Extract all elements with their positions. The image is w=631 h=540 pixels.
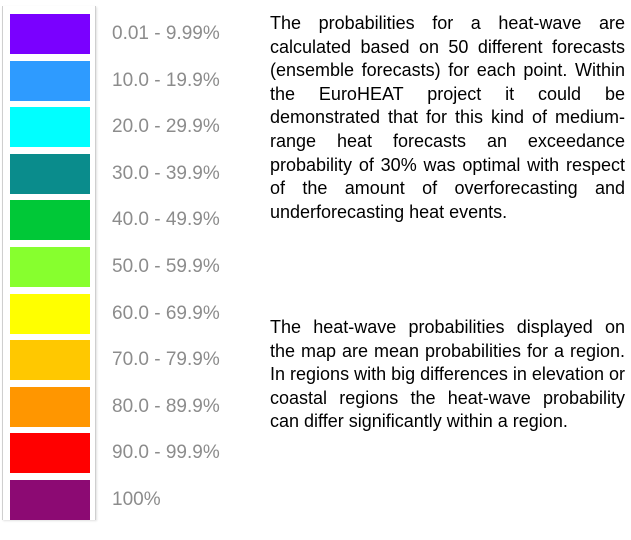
legend-swatch [10, 60, 90, 101]
legend-item: 20.0 - 29.9% [0, 107, 262, 148]
legend-item: 40.0 - 49.9% [0, 200, 262, 241]
legend-range-label: 0.01 - 9.99% [112, 23, 220, 44]
legend-item: 70.0 - 79.9% [0, 340, 262, 381]
legend-swatch [10, 340, 90, 381]
legend-range-label: 30.0 - 39.9% [112, 162, 220, 184]
legend-item: 80.0 - 89.9% [0, 386, 262, 427]
legend-item: 90.0 - 99.9% [0, 433, 262, 474]
legend-item: 0.01 - 9.99% [0, 14, 262, 54]
legend-range-label: 60.0 - 69.9% [112, 302, 220, 324]
legend-range-label: 70.0 - 79.9% [112, 349, 220, 371]
legend-range-label: 10.0 - 19.9% [112, 69, 220, 91]
legend-item: 30.0 - 39.9% [0, 153, 262, 194]
legend-item: 10.0 - 19.9% [0, 60, 262, 101]
legend-range-label: 80.0 - 89.9% [112, 395, 220, 417]
description-paragraph-1: The probabilities for a heat-wave are ca… [270, 13, 625, 222]
legend-swatch [10, 433, 90, 474]
legend-swatch [10, 247, 90, 287]
legend-range-label: 20.0 - 29.9% [112, 116, 220, 138]
legend-swatch [10, 293, 90, 334]
legend-swatch [10, 153, 90, 194]
legend-swatch [10, 200, 90, 241]
legend-item: 50.0 - 59.9% [0, 247, 262, 287]
legend-range-label: 50.0 - 59.9% [112, 256, 220, 277]
legend-range-label: 100% [112, 489, 161, 510]
legend-frame [2, 6, 96, 520]
legend-item: 60.0 - 69.9% [0, 293, 262, 334]
legend-swatch [10, 107, 90, 148]
legend-item: 100% [0, 480, 262, 520]
legend-swatch [10, 14, 90, 54]
probability-legend: 0.01 - 9.99% 10.0 - 19.9% 20.0 - 29.9% 30.0… [0, 0, 262, 540]
legend-swatch [10, 386, 90, 427]
legend-range-label: 40.0 - 49.9% [112, 209, 220, 231]
legend-swatch [10, 480, 90, 520]
description-paragraph-2: The heat-wave probabilities displayed on… [270, 317, 625, 432]
legend-range-label: 90.0 - 99.9% [112, 442, 220, 464]
